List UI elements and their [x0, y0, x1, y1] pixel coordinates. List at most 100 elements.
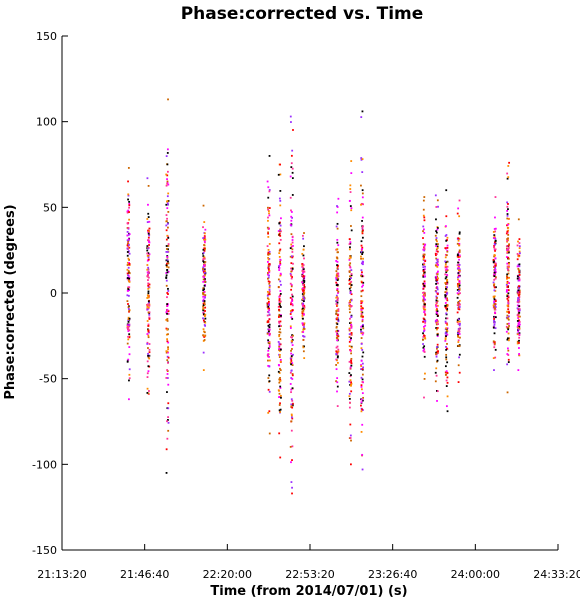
data-point	[268, 288, 271, 291]
data-point	[423, 311, 426, 314]
data-point	[279, 234, 282, 237]
data-point	[266, 294, 269, 297]
data-point	[361, 246, 364, 249]
data-point	[436, 227, 439, 229]
data-point	[348, 397, 351, 400]
data-point	[361, 318, 364, 321]
data-point	[128, 329, 131, 332]
data-point	[458, 271, 461, 273]
data-point	[446, 372, 449, 374]
data-point	[445, 405, 448, 408]
data-point	[360, 404, 362, 407]
scan-column	[360, 110, 365, 471]
data-point	[360, 300, 363, 303]
data-point	[336, 238, 339, 241]
x-tick-label: 21:46:40	[120, 568, 169, 581]
data-point	[278, 232, 281, 235]
data-point	[128, 305, 130, 308]
data-point	[361, 248, 363, 251]
data-point	[278, 313, 281, 316]
data-point	[423, 262, 426, 265]
x-tick-label: 24:33:20	[533, 568, 580, 581]
data-point	[127, 209, 130, 212]
data-point	[518, 354, 521, 357]
data-point	[146, 254, 149, 257]
data-point	[267, 263, 270, 266]
data-point	[202, 319, 205, 322]
data-point	[435, 238, 438, 241]
data-point	[457, 278, 459, 281]
data-point	[422, 299, 425, 302]
data-point	[267, 353, 269, 356]
data-point	[350, 325, 353, 328]
data-point	[361, 260, 364, 263]
data-point	[268, 207, 271, 209]
data-point	[167, 183, 170, 186]
x-tick-label: 21:13:20	[37, 568, 86, 581]
data-point	[493, 269, 496, 272]
data-point	[267, 276, 270, 279]
data-point	[422, 266, 425, 269]
data-point	[508, 325, 510, 327]
data-point	[291, 348, 293, 350]
data-point	[422, 343, 424, 345]
data-point	[445, 215, 448, 218]
data-point	[518, 311, 521, 314]
data-point	[335, 337, 338, 339]
data-point	[127, 290, 129, 292]
data-point	[518, 291, 521, 294]
data-point	[445, 276, 448, 278]
data-point	[494, 263, 497, 266]
data-point	[507, 347, 509, 350]
data-point	[422, 317, 425, 320]
data-point	[277, 341, 280, 343]
data-point	[126, 277, 129, 279]
data-point	[147, 239, 149, 242]
data-point	[301, 252, 304, 255]
data-point	[456, 289, 459, 291]
data-point	[517, 308, 520, 311]
data-point	[507, 256, 510, 259]
data-point	[494, 257, 497, 260]
scan-column	[165, 98, 170, 474]
data-point	[166, 234, 169, 237]
data-point	[290, 243, 293, 246]
data-point	[165, 214, 168, 216]
data-point	[336, 257, 339, 260]
data-point	[518, 333, 521, 336]
data-point	[203, 300, 206, 302]
data-point	[280, 314, 282, 317]
data-point	[422, 291, 424, 294]
scan-column	[348, 160, 353, 466]
data-point	[350, 160, 353, 162]
data-point	[518, 325, 521, 328]
data-point	[146, 218, 149, 220]
data-point	[361, 333, 364, 336]
data-point	[492, 281, 495, 284]
data-point	[361, 192, 364, 195]
data-point	[362, 275, 365, 278]
data-point	[437, 263, 439, 266]
data-point	[508, 276, 510, 279]
data-point	[165, 238, 168, 241]
data-point	[266, 297, 269, 300]
data-point	[446, 278, 449, 281]
data-point	[279, 238, 282, 241]
data-point	[444, 338, 447, 341]
data-point	[458, 329, 460, 332]
data-point	[335, 296, 338, 299]
scan-column	[277, 163, 282, 459]
data-point	[147, 268, 150, 271]
data-point	[336, 381, 339, 384]
data-point	[348, 329, 351, 332]
data-point	[435, 278, 438, 281]
data-point	[360, 257, 362, 260]
data-point	[506, 282, 509, 284]
data-point	[266, 245, 269, 248]
data-point	[361, 232, 364, 235]
data-point	[147, 272, 150, 275]
data-point	[148, 244, 150, 246]
data-point	[166, 296, 168, 299]
data-point	[202, 258, 205, 261]
data-point	[458, 288, 461, 291]
